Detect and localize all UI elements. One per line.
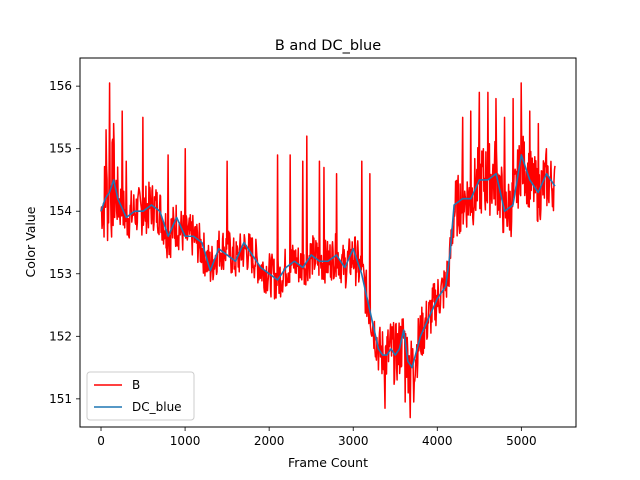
y-tick-label: 153 [49, 267, 72, 281]
x-tick-label: 1000 [170, 434, 201, 448]
legend-box [86, 371, 195, 421]
x-tick-label: 0 [97, 434, 105, 448]
x-tick-label: 3000 [338, 434, 369, 448]
legend-label-dc-blue: DC_blue [132, 400, 182, 414]
series-layer [100, 82, 556, 419]
y-axis-label: Color Value [23, 206, 38, 277]
x-tick-label: 5000 [506, 434, 537, 448]
y-tick-label: 155 [49, 142, 72, 156]
x-tick-label: 4000 [422, 434, 453, 448]
x-tick-label: 2000 [254, 434, 285, 448]
y-tick-label: 154 [49, 204, 72, 218]
series-line-b [100, 82, 556, 419]
plot-frame [79, 57, 577, 428]
y-tick-label: 152 [49, 329, 72, 343]
chart-title: B and DC_blue [275, 38, 381, 54]
x-axis: 0 1000 2000 3000 4000 5000 [97, 427, 537, 448]
y-axis: 151 152 153 154 155 156 [49, 79, 80, 406]
legend: B DC_blue [86, 371, 195, 421]
legend-label-b: B [132, 378, 140, 392]
y-tick-label: 151 [49, 392, 72, 406]
x-axis-label: Frame Count [288, 455, 368, 470]
y-tick-label: 156 [49, 79, 72, 93]
series-line-dc-blue [100, 154, 556, 369]
